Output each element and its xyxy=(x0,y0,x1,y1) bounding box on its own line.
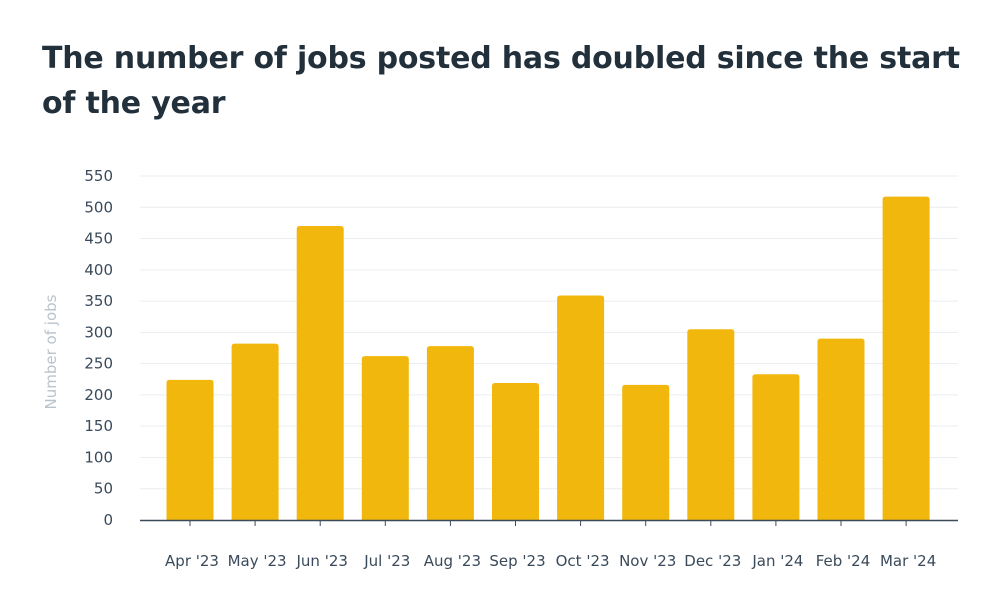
bar xyxy=(166,379,214,520)
bar xyxy=(817,338,865,520)
bar xyxy=(557,295,605,520)
y-tick-label: 150 xyxy=(84,417,113,435)
axes xyxy=(140,519,958,526)
tick-labels: 0 50 100 150 200 250 300 350 400 450 500 550 Apr '23… xyxy=(42,167,936,570)
bar xyxy=(492,383,539,520)
bar xyxy=(426,346,474,520)
x-tick-label: May '23 xyxy=(228,552,287,570)
x-tick-label: Feb '24 xyxy=(816,552,871,570)
x-tick-label: Oct '23 xyxy=(556,552,610,570)
x-tick-label: Jun '23 xyxy=(295,552,347,570)
y-tick-label: 550 xyxy=(84,167,113,185)
y-tick-label: 400 xyxy=(84,261,113,279)
bar xyxy=(361,356,409,520)
bar xyxy=(296,226,344,520)
x-tick-label: Mar '24 xyxy=(880,552,936,570)
y-tick-label: 500 xyxy=(84,198,113,216)
y-tick-label: 0 xyxy=(103,511,113,529)
x-tick-label: Aug '23 xyxy=(424,552,481,570)
y-tick-label: 250 xyxy=(84,355,113,373)
x-tick-label: Sep '23 xyxy=(489,552,545,570)
bar xyxy=(882,196,930,520)
bar xyxy=(231,343,279,520)
bar xyxy=(622,384,670,520)
bar xyxy=(752,374,800,520)
x-tick-label: Apr '23 xyxy=(165,552,219,570)
y-tick-label: 200 xyxy=(84,386,113,404)
y-tick-label: 50 xyxy=(94,480,113,498)
y-axis-label: Number of jobs xyxy=(42,294,60,409)
x-tick-label: Nov '23 xyxy=(619,552,676,570)
x-tick-label: Dec '23 xyxy=(684,552,741,570)
x-tick-label: Jul '23 xyxy=(363,552,410,570)
y-tick-label: 300 xyxy=(84,323,113,341)
chart-title: The number of jobs posted has doubled si… xyxy=(42,41,960,121)
y-tick-label: 100 xyxy=(84,448,113,466)
y-tick-label: 450 xyxy=(84,230,113,248)
y-tick-label: 350 xyxy=(84,292,113,310)
x-tick-label: Jan '24 xyxy=(751,552,803,570)
bars xyxy=(166,196,930,520)
bar xyxy=(687,329,735,520)
